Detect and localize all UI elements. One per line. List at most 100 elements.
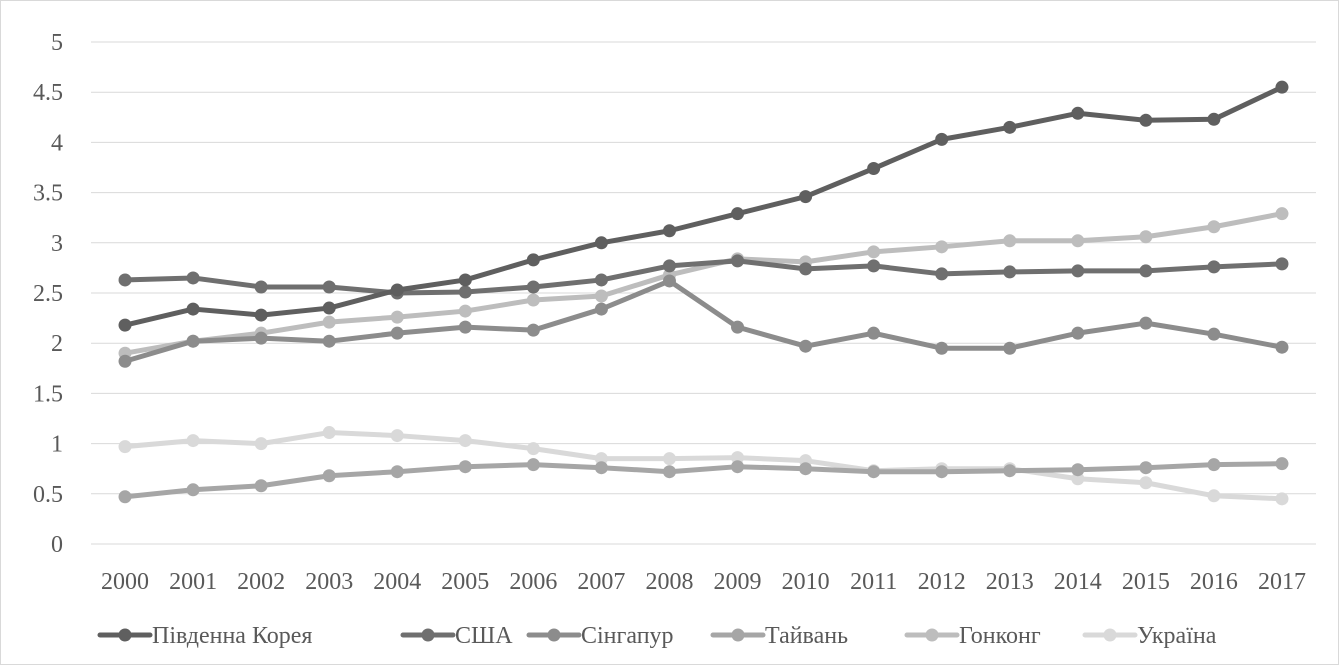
data-point (662, 452, 676, 466)
legend-label: Україна (1137, 623, 1217, 649)
y-tick-label: 1 (51, 432, 63, 458)
data-point (1207, 327, 1221, 341)
legend-swatch-marker (421, 628, 435, 642)
data-point (1139, 316, 1153, 330)
data-point (594, 273, 608, 287)
data-point (186, 271, 200, 285)
legend-swatch-marker (547, 628, 561, 642)
legend-swatch-marker (1103, 628, 1117, 642)
legend-item: Південна Корея (97, 623, 312, 649)
data-point (254, 437, 268, 451)
data-point (118, 273, 132, 287)
data-point (867, 326, 881, 340)
data-point (1207, 489, 1221, 503)
data-point (799, 262, 813, 276)
series-line (122, 84, 1285, 328)
data-point (1139, 230, 1153, 244)
data-point (1003, 464, 1017, 478)
data-point (458, 273, 472, 287)
data-point (594, 452, 608, 466)
data-point (458, 460, 472, 474)
data-point (594, 461, 608, 475)
data-point (1071, 326, 1085, 340)
legend-label: Південна Корея (152, 623, 312, 649)
data-point (799, 190, 813, 204)
data-point (1139, 476, 1153, 490)
data-point (526, 293, 540, 307)
data-point (1275, 207, 1289, 221)
data-point (458, 304, 472, 318)
data-point (731, 320, 745, 334)
legend: Південна Корея США Сінгапур Тайвань Гонконг У… (97, 623, 1217, 649)
data-point (935, 465, 949, 479)
y-tick-label: 4 (51, 130, 63, 156)
legend-item: Україна (1082, 623, 1217, 649)
legend-swatch-marker (118, 628, 132, 642)
data-point (254, 280, 268, 294)
x-tick-label: 2015 (1122, 569, 1170, 595)
legend-swatch-marker (925, 628, 939, 642)
series-line (122, 258, 1285, 296)
series-5 (118, 207, 1289, 360)
y-tick-label: 3.5 (33, 181, 63, 207)
data-point (1139, 113, 1153, 127)
data-point (1275, 257, 1289, 271)
series-line (122, 461, 1285, 500)
legend-label: Гонконг (959, 623, 1041, 649)
x-axis-tick-labels: 2000 2001 2002 2003 2004 2005 2006 2007 2008 2009… (101, 569, 1306, 595)
data-point (390, 283, 404, 297)
x-tick-label: 2003 (305, 569, 353, 595)
data-point (662, 224, 676, 238)
data-point (731, 207, 745, 221)
x-tick-label: 2007 (577, 569, 625, 595)
data-point (594, 289, 608, 303)
legend-item: США (400, 623, 513, 649)
data-point (731, 451, 745, 465)
data-point (390, 310, 404, 324)
data-point (186, 434, 200, 448)
gridlines (91, 41, 1316, 545)
data-point (1071, 463, 1085, 477)
x-tick-label: 2017 (1258, 569, 1306, 595)
data-point (1003, 234, 1017, 248)
data-point (662, 465, 676, 479)
x-tick-label: 2016 (1190, 569, 1238, 595)
x-tick-label: 2005 (441, 569, 489, 595)
data-point (1139, 264, 1153, 278)
data-point (1139, 461, 1153, 475)
x-tick-label: 2001 (169, 569, 217, 595)
x-tick-label: 2008 (645, 569, 693, 595)
data-point (1071, 264, 1085, 278)
data-point (118, 318, 132, 332)
data-point (390, 465, 404, 479)
data-point (935, 267, 949, 281)
data-point (186, 302, 200, 316)
y-tick-label: 4.5 (33, 80, 63, 106)
data-point (254, 308, 268, 322)
series-3 (118, 274, 1289, 368)
data-point (1003, 265, 1017, 279)
data-point (118, 440, 132, 454)
series-line (122, 211, 1285, 356)
data-point (1071, 106, 1085, 120)
series-lines (118, 80, 1289, 506)
x-tick-label: 2000 (101, 569, 149, 595)
x-tick-label: 2011 (850, 569, 897, 595)
data-point (731, 254, 745, 268)
x-tick-label: 2004 (373, 569, 421, 595)
y-tick-label: 1.5 (33, 381, 63, 407)
data-point (594, 302, 608, 316)
y-tick-label: 2.5 (33, 281, 63, 307)
data-point (662, 259, 676, 273)
data-point (186, 483, 200, 497)
y-tick-label: 5 (51, 30, 63, 56)
data-point (322, 426, 336, 440)
data-point (526, 442, 540, 456)
x-tick-label: 2012 (918, 569, 966, 595)
data-point (799, 339, 813, 353)
data-point (390, 326, 404, 340)
data-point (322, 469, 336, 483)
x-tick-label: 2009 (714, 569, 762, 595)
